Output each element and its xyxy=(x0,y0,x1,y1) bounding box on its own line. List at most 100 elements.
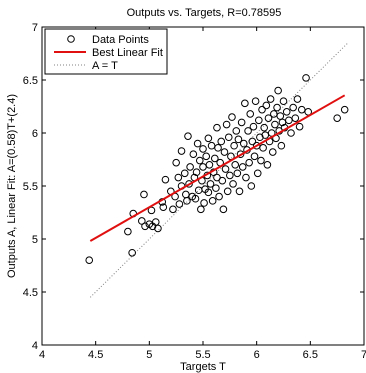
data-point xyxy=(159,203,168,211)
fit-line-layer xyxy=(89,94,346,242)
data-point xyxy=(241,99,249,108)
data-point xyxy=(333,114,341,122)
data-point xyxy=(180,169,189,178)
data-point xyxy=(263,161,272,169)
data-point xyxy=(200,199,208,207)
data-point xyxy=(257,156,265,165)
x-axis-label: Targets T xyxy=(180,361,226,373)
data-point xyxy=(273,103,281,112)
data-point xyxy=(287,129,295,137)
y-tick-label: 7 xyxy=(32,22,38,34)
data-point xyxy=(238,163,247,171)
data-point xyxy=(239,139,248,148)
data-point xyxy=(260,123,268,132)
y-tick-label: 6 xyxy=(32,128,38,140)
data-point xyxy=(259,144,267,152)
data-point xyxy=(191,194,200,203)
data-point xyxy=(172,158,180,167)
data-point xyxy=(184,132,192,140)
legend-label-data-points: Data Points xyxy=(92,34,149,46)
data-point xyxy=(214,144,222,152)
data-point xyxy=(258,105,266,114)
data-point xyxy=(221,165,230,173)
identity-line-layer xyxy=(89,42,349,298)
data-point xyxy=(295,122,304,131)
identity-line xyxy=(89,42,349,298)
data-point xyxy=(264,114,273,122)
data-point xyxy=(247,182,256,190)
data-point xyxy=(197,205,205,214)
y-tick-label: 4.5 xyxy=(23,287,38,299)
data-point xyxy=(229,180,237,188)
data-point xyxy=(268,148,277,156)
x-tick-label: 5.5 xyxy=(195,349,210,361)
data-point xyxy=(228,113,236,121)
y-tick-label: 6.5 xyxy=(23,75,38,87)
data-point xyxy=(199,145,207,153)
legend: Data Points Best Linear Fit A = T xyxy=(44,28,168,75)
x-tick-label: 6 xyxy=(254,349,260,361)
data-point xyxy=(230,141,238,150)
data-point xyxy=(223,187,232,196)
data-point xyxy=(340,105,349,114)
data-point xyxy=(215,192,223,201)
data-point xyxy=(249,122,258,131)
data-point xyxy=(274,86,282,95)
x-tick-label: 6.5 xyxy=(303,349,318,361)
data-point xyxy=(177,147,186,155)
data-points-layer xyxy=(85,74,349,265)
y-axis-label: Outputs A, Linear Fit: A=(0.58)T+(2.4) xyxy=(6,94,18,278)
data-point xyxy=(195,156,204,165)
data-point xyxy=(161,175,170,184)
data-point xyxy=(193,139,202,148)
x-tick-label: 5 xyxy=(146,349,152,361)
data-point xyxy=(244,127,252,135)
data-point xyxy=(220,148,229,156)
data-point xyxy=(213,123,221,132)
data-point xyxy=(218,176,227,185)
data-point xyxy=(271,120,279,129)
data-point xyxy=(233,169,242,178)
data-point xyxy=(205,161,214,169)
data-point xyxy=(204,188,213,197)
data-point xyxy=(232,127,241,135)
data-point xyxy=(208,197,217,205)
data-point xyxy=(185,180,193,188)
data-point xyxy=(183,197,191,205)
data-point xyxy=(186,163,194,171)
axis-ticks: 4 4.5 5 5.5 6 6.5 7 4 4.5 5 5.5 6 6.5 7 xyxy=(23,22,366,361)
legend-marker-data-points xyxy=(67,35,75,43)
data-point xyxy=(222,120,231,129)
x-tick-label: 4.5 xyxy=(88,349,103,361)
data-point xyxy=(242,173,250,182)
data-point xyxy=(202,152,211,161)
chart-title: Outputs vs. Targets, R=0.78595 xyxy=(127,7,282,19)
data-point xyxy=(212,184,220,192)
data-point xyxy=(279,97,288,105)
data-point xyxy=(226,171,234,180)
data-point xyxy=(234,135,243,144)
data-point xyxy=(291,114,300,122)
data-point xyxy=(245,158,253,167)
data-point xyxy=(262,101,271,110)
legend-label-identity: A = T xyxy=(92,60,118,72)
best-fit-line xyxy=(89,94,346,242)
data-point xyxy=(128,248,136,257)
data-point xyxy=(219,205,228,214)
data-point xyxy=(293,95,302,103)
data-point xyxy=(224,133,233,142)
data-point xyxy=(206,180,215,188)
data-point xyxy=(175,200,184,208)
data-point xyxy=(266,95,275,103)
data-point xyxy=(251,97,260,105)
data-point xyxy=(248,137,257,146)
data-point xyxy=(85,256,94,265)
data-point xyxy=(189,150,198,158)
data-point xyxy=(246,110,255,118)
data-point xyxy=(169,205,177,214)
data-point xyxy=(140,190,148,199)
y-tick-label: 4 xyxy=(32,340,38,352)
data-point xyxy=(231,161,239,169)
data-point xyxy=(255,116,263,125)
